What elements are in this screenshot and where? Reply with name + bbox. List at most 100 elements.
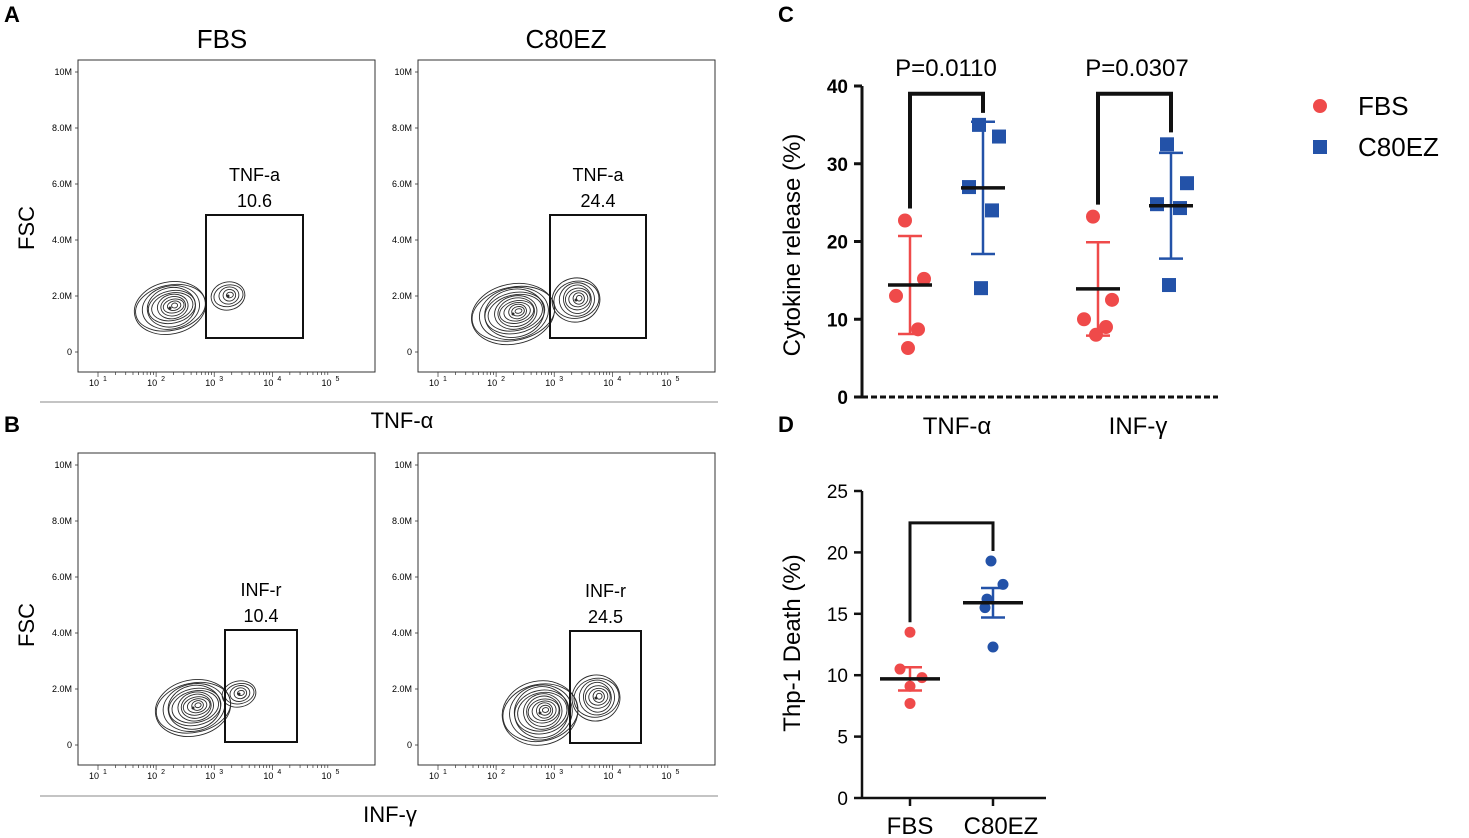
c-y-tick-label: 20 — [827, 233, 848, 254]
contour-ring — [572, 292, 585, 305]
gate-name: INF-r — [585, 581, 626, 601]
contour-ring — [582, 681, 612, 713]
gate-box — [224, 629, 298, 743]
x-tick-label: 10 — [487, 378, 497, 388]
x-tick-label: 10 — [147, 378, 157, 388]
flow-plot-b-c80ez: 10M 8.0M 6.0M 4.0M 2.0M 0 10 1 10 2 10 3 10 4 10 5 INF-r… — [392, 452, 716, 781]
contour-ring — [497, 297, 535, 328]
contour-ring — [171, 690, 220, 724]
panel-letter-b: B — [4, 412, 20, 437]
population-gated — [210, 281, 246, 311]
flow-plot-a-fbs: 10M 8.0M 6.0M 4.0M 2.0M 0 10 1 10 2 10 3 10 4 10 5 TNF-a… — [52, 59, 376, 388]
d-y-tick-label: 10 — [827, 666, 848, 687]
d-plot-area: 0 5 10 15 20 25 — [827, 482, 1046, 810]
gate-value: 24.5 — [588, 607, 623, 627]
contour-ring — [236, 689, 245, 697]
x-tick-label: 10 — [429, 378, 439, 388]
contour-ring — [563, 284, 592, 314]
contour-ring — [210, 281, 246, 311]
contour-ring — [573, 677, 620, 718]
gate-value: 24.4 — [580, 191, 615, 211]
contour-ring — [514, 689, 570, 735]
c-point-fbs — [911, 322, 925, 337]
x-tick-exponent: 5 — [335, 376, 339, 383]
contour-ring — [151, 292, 194, 322]
d-point-c80ez — [987, 641, 999, 653]
gate-name: INF-r — [241, 580, 282, 600]
x-tick-exponent: 4 — [277, 769, 281, 776]
contour-ring — [588, 687, 609, 706]
y-tick-label: 8.0M — [392, 123, 412, 133]
population-main — [501, 680, 579, 746]
c-point-c80ez — [1162, 278, 1176, 293]
contour-ring — [233, 687, 248, 700]
c-point-c80ez — [974, 281, 988, 296]
contour-ring — [503, 301, 531, 322]
contour-ring — [494, 295, 538, 330]
x-tick-exponent: 5 — [335, 769, 339, 776]
population-gated — [551, 277, 601, 323]
contour-ring — [166, 300, 182, 311]
contour-ring — [186, 698, 208, 714]
x-tick-exponent: 3 — [559, 769, 563, 776]
x-tick-label: 10 — [147, 771, 157, 781]
x-tick-exponent: 4 — [277, 376, 281, 383]
legend-fbs-marker — [1313, 99, 1327, 113]
panel-letter-d: D — [778, 412, 794, 437]
contour-ring — [156, 293, 189, 320]
population-main — [470, 282, 556, 346]
y-tick-label: 4.0M — [392, 628, 412, 638]
d-point-c80ez — [985, 555, 997, 567]
gate-box — [205, 214, 304, 339]
c-point-c80ez — [985, 203, 999, 218]
c-point-fbs — [1089, 327, 1103, 342]
col-title-fbs: FBS — [197, 24, 248, 54]
contour-ring — [509, 684, 573, 741]
flow-plot-a-c80ez: 10M 8.0M 6.0M 4.0M 2.0M 0 10 1 10 2 10 3 10 4 10 5 TNF-a… — [392, 59, 716, 388]
c-pvalue-tnf: P=0.0110 — [895, 55, 997, 82]
y-tick-label: 8.0M — [52, 516, 72, 526]
y-tick-label: 2.0M — [392, 291, 412, 301]
y-tick-label: 10M — [54, 460, 72, 470]
contour-ring — [514, 308, 523, 314]
c-point-c80ez — [1173, 201, 1187, 216]
x-tick-exponent: 3 — [219, 376, 223, 383]
contour-ring — [508, 303, 527, 320]
y-tick-label: 8.0M — [52, 123, 72, 133]
flow-a-xlabel: TNF-α — [371, 408, 434, 433]
d-y-tick-label: 20 — [827, 543, 848, 564]
c-sig-bracket — [908, 91, 985, 209]
contour-ring — [160, 295, 186, 317]
contour-ring — [568, 290, 589, 308]
c-y-tick-label: 0 — [837, 388, 848, 409]
x-tick-exponent: 4 — [617, 769, 621, 776]
c-point-c80ez — [972, 117, 986, 132]
flow-plot-b-fbs: 10M 8.0M 6.0M 4.0M 2.0M 0 10 1 10 2 10 3 10 4 10 5 INF-r… — [52, 452, 376, 781]
c-point-fbs — [889, 288, 903, 303]
contour-center — [237, 692, 241, 696]
y-tick-label: 6.0M — [392, 572, 412, 582]
y-tick-label: 0 — [407, 347, 412, 357]
contour-ring — [484, 291, 546, 335]
contour-ring — [218, 286, 240, 305]
c-point-fbs — [1105, 292, 1119, 307]
x-tick-label: 10 — [89, 771, 99, 781]
d-sig-bracket — [908, 521, 995, 623]
y-tick-label: 2.0M — [52, 684, 72, 694]
x-tick-exponent: 1 — [443, 769, 447, 776]
contour-ring — [141, 285, 200, 330]
c-category-inf: INF-γ — [1109, 413, 1168, 440]
contour-ring — [229, 685, 251, 702]
gate-name: TNF-a — [573, 165, 625, 185]
contour-ring — [584, 685, 611, 709]
contour-ring — [222, 288, 237, 302]
c-point-fbs — [1086, 209, 1100, 224]
contour-ring — [526, 695, 561, 727]
contour-ring — [523, 693, 563, 730]
contour-ring — [180, 693, 212, 719]
x-tick-label: 10 — [603, 378, 613, 388]
contour-ring — [502, 683, 579, 743]
d-y-tick-label: 25 — [827, 482, 848, 503]
contour-ring — [564, 287, 591, 311]
